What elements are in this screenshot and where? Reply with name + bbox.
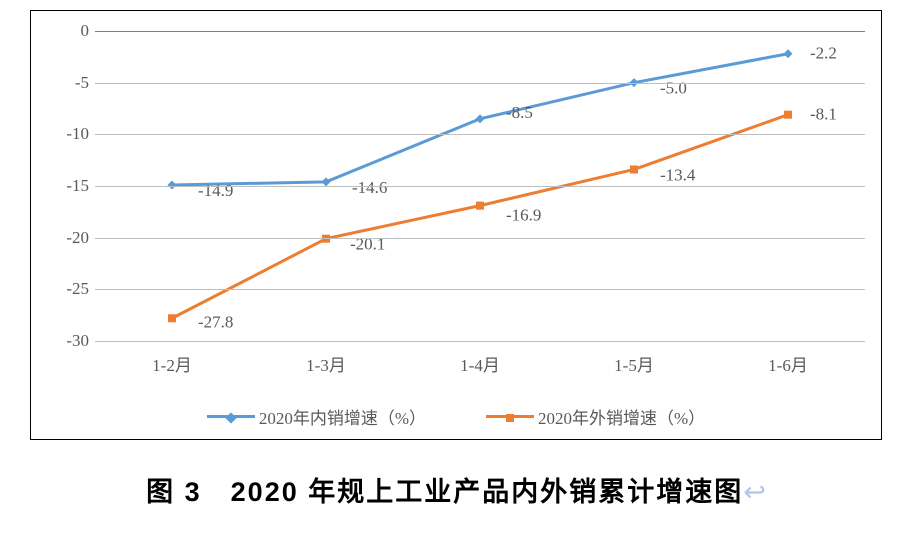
data-label: -27.8: [198, 312, 233, 331]
gridline: [95, 341, 865, 342]
gridline: [95, 186, 865, 187]
series-line: [172, 115, 788, 319]
marker-square: [476, 202, 484, 210]
caption-prefix: 图 3: [146, 477, 202, 507]
data-label: -14.9: [198, 181, 233, 200]
data-label: -8.5: [506, 103, 533, 122]
chart-container: -14.9-14.6-8.5-5.0-2.2-27.8-20.1-16.9-13…: [30, 10, 882, 440]
data-label: -5.0: [660, 79, 687, 98]
xtick-label: 1-5月: [614, 351, 654, 376]
legend-label: 2020年内销增速（%）: [259, 404, 426, 429]
marker-diamond: [784, 49, 793, 58]
square-icon: [506, 414, 514, 422]
data-label: -13.4: [660, 165, 696, 184]
marker-diamond: [476, 114, 485, 123]
diamond-icon: [225, 412, 236, 423]
legend-item: 2020年外销增速（%）: [486, 404, 705, 429]
legend: 2020年内销增速（%） 2020年外销增速（%）: [31, 404, 881, 429]
legend-label: 2020年外销增速（%）: [538, 404, 705, 429]
figure-caption: 图 3 2020 年规上工业产品内外销累计增速图↩: [0, 470, 912, 509]
data-label: -2.2: [810, 44, 837, 63]
data-label: -14.6: [352, 178, 387, 197]
legend-item: 2020年内销增速（%）: [207, 404, 426, 429]
gridline: [95, 31, 865, 32]
gridline: [95, 289, 865, 290]
marker-square: [630, 165, 638, 173]
ytick-label: 0: [45, 21, 89, 41]
xtick-label: 1-2月: [152, 351, 192, 376]
ytick-label: -30: [45, 331, 89, 351]
marker-diamond: [168, 180, 177, 189]
legend-line: [486, 415, 534, 418]
gridline: [95, 83, 865, 84]
marker-square: [784, 111, 792, 119]
ytick-label: -5: [45, 73, 89, 93]
ytick-label: -20: [45, 228, 89, 248]
xtick-label: 1-3月: [306, 351, 346, 376]
xtick-label: 1-6月: [768, 351, 808, 376]
plot-area: -14.9-14.6-8.5-5.0-2.2-27.8-20.1-16.9-13…: [95, 31, 865, 341]
marker-square: [168, 314, 176, 322]
caption-gap: [202, 477, 231, 507]
ytick-label: -10: [45, 124, 89, 144]
gridline: [95, 134, 865, 135]
caption-text: 2020 年规上工业产品内外销累计增速图: [231, 477, 744, 507]
data-label: -8.1: [810, 105, 837, 124]
cursor-mark: ↩: [743, 477, 766, 507]
marker-square: [322, 235, 330, 243]
ytick-label: -15: [45, 176, 89, 196]
legend-line: [207, 415, 255, 418]
xtick-label: 1-4月: [460, 351, 500, 376]
ytick-label: -25: [45, 279, 89, 299]
gridline: [95, 238, 865, 239]
data-label: -16.9: [506, 206, 541, 225]
